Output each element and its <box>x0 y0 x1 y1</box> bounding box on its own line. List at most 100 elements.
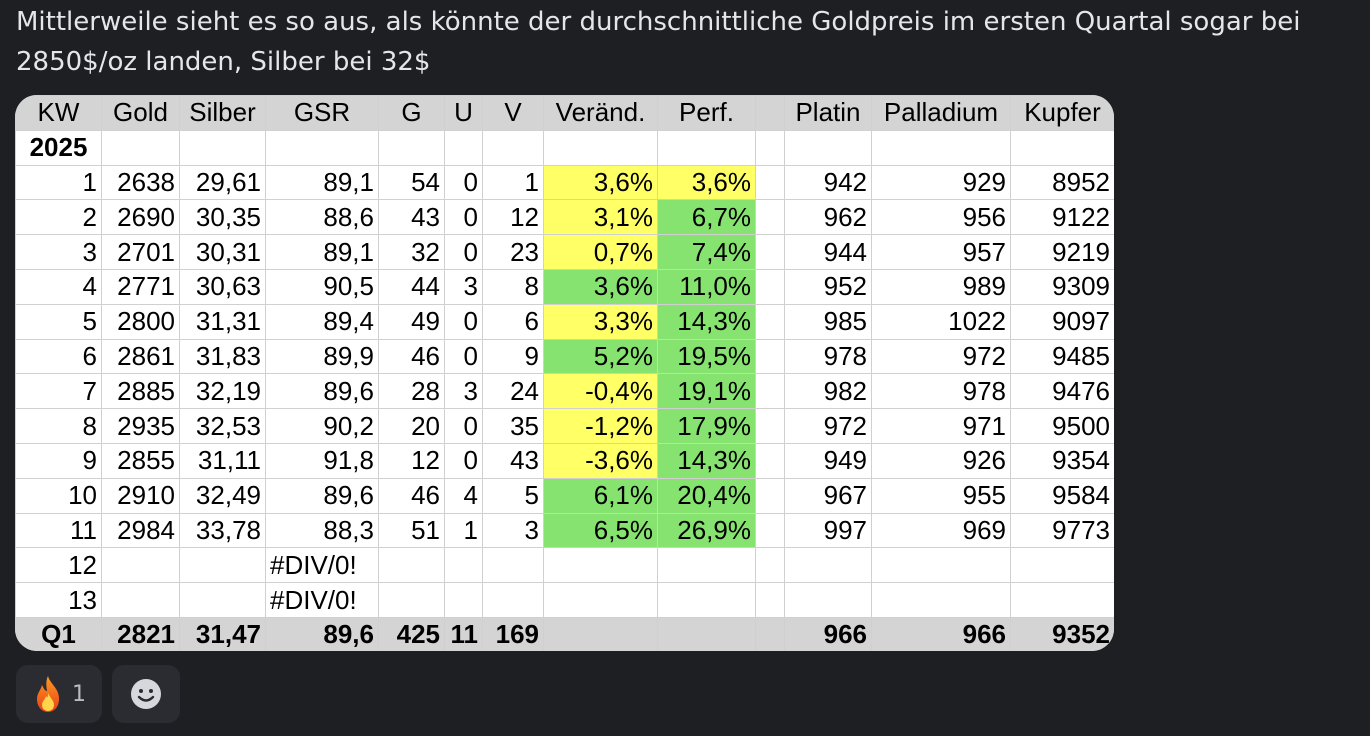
cell-u: 1 <box>444 512 483 549</box>
cell-v: 1 <box>482 164 544 201</box>
cell-gsr: 88,3 <box>265 512 379 549</box>
table-row: 6 2861 31,83 89,9 46 0 9 5,2% 19,5% 978 972 9485 <box>15 338 1114 375</box>
spacer-cell <box>755 303 785 340</box>
cell-perf <box>657 582 756 618</box>
cell-gold: 2984 <box>101 512 180 549</box>
cell-v: 5 <box>482 477 544 514</box>
table-row: 2 2690 30,35 88,6 43 0 12 3,1% 6,7% 962 956 9122 <box>15 199 1114 236</box>
cell-veraend <box>543 547 658 584</box>
cell-perf: 26,9% <box>657 512 756 549</box>
cell-silber: 30,31 <box>179 234 266 270</box>
cell-silber <box>179 547 266 584</box>
spreadsheet-image[interactable]: KW Gold Silber GSR G U V Veränd. Perf. P… <box>15 95 1114 651</box>
table-row: 1 2638 29,61 89,1 54 0 1 3,6% 3,6% 942 929 8952 <box>15 164 1114 201</box>
cell-palladium: 971 <box>871 408 1011 444</box>
cell-veraend: 6,5% <box>543 512 658 549</box>
cell-kupfer <box>1010 547 1114 584</box>
reactions-bar: 1 <box>16 665 180 723</box>
cell-v: 9 <box>482 338 544 375</box>
cell-g <box>378 547 445 584</box>
cell-gsr: 91,8 <box>265 442 379 479</box>
spacer-cell <box>755 547 785 584</box>
cell-palladium: 1022 <box>871 303 1011 340</box>
cell-gsr: 88,6 <box>265 199 379 236</box>
cell-kw: 10 <box>15 477 102 514</box>
fire-reaction-button[interactable]: 1 <box>16 665 102 723</box>
cell-gold: 2885 <box>101 373 180 410</box>
cell-g: 46 <box>378 477 445 514</box>
cell-v: 24 <box>482 373 544 410</box>
cell-veraend: -3,6% <box>543 442 658 479</box>
table-row: 3 2701 30,31 89,1 32 0 23 0,7% 7,4% 944 957 9219 <box>15 234 1114 270</box>
cell-perf: 7,4% <box>657 234 756 270</box>
cell-palladium: 972 <box>871 338 1011 375</box>
total-u: 11 <box>444 616 483 651</box>
total-platin: 966 <box>784 616 872 651</box>
table-row: 8 2935 32,53 90,2 20 0 35 -1,2% 17,9% 972 971 9500 <box>15 408 1114 444</box>
cell-silber: 31,83 <box>179 338 266 375</box>
cell-kw: 5 <box>15 303 102 340</box>
cell-platin: 962 <box>784 199 872 236</box>
spacer-cell <box>755 234 785 270</box>
cell-gsr: 89,1 <box>265 164 379 201</box>
cell-platin: 978 <box>784 338 872 375</box>
total-gsr: 89,6 <box>265 616 379 651</box>
cell-palladium <box>871 547 1011 584</box>
cell-gsr: #DIV/0! <box>265 547 379 584</box>
cell-g: 46 <box>378 338 445 375</box>
cell-v: 8 <box>482 268 544 305</box>
smile-icon <box>131 679 161 709</box>
cell-gold: 2910 <box>101 477 180 514</box>
header-cell: GSR <box>265 95 379 131</box>
cell-platin: 982 <box>784 373 872 410</box>
cell-gold: 2690 <box>101 199 180 236</box>
cell-g: 43 <box>378 199 445 236</box>
cell-palladium: 926 <box>871 442 1011 479</box>
spacer-cell <box>755 338 785 375</box>
spreadsheet-table: KW Gold Silber GSR G U V Veränd. Perf. P… <box>15 95 1114 651</box>
cell-platin: 952 <box>784 268 872 305</box>
cell-perf <box>657 547 756 584</box>
cell-kw: 6 <box>15 338 102 375</box>
add-reaction-button[interactable] <box>112 665 180 723</box>
cell-gsr: 89,6 <box>265 477 379 514</box>
header-row: KW Gold Silber GSR G U V Veränd. Perf. P… <box>15 95 1114 131</box>
cell-perf: 14,3% <box>657 442 756 479</box>
cell-v: 6 <box>482 303 544 340</box>
cell-silber: 30,35 <box>179 199 266 236</box>
cell-u: 0 <box>444 164 483 201</box>
cell-gsr: 90,5 <box>265 268 379 305</box>
cell-silber: 31,31 <box>179 303 266 340</box>
spacer-cell <box>755 442 785 479</box>
spacer-cell <box>755 616 785 651</box>
spacer-cell <box>755 512 785 549</box>
total-g: 425 <box>378 616 445 651</box>
cell-kw: 11 <box>15 512 102 549</box>
cell-gsr: 89,9 <box>265 338 379 375</box>
cell-silber: 32,19 <box>179 373 266 410</box>
cell-v: 3 <box>482 512 544 549</box>
cell-veraend <box>543 582 658 618</box>
cell-kupfer: 9122 <box>1010 199 1114 236</box>
cell-gsr: #DIV/0! <box>265 582 379 618</box>
cell-kupfer <box>1010 582 1114 618</box>
table-row: 12 #DIV/0! <box>15 547 1114 584</box>
year-row: 2025 <box>15 129 1114 166</box>
cell-g: 49 <box>378 303 445 340</box>
cell-gold: 2638 <box>101 164 180 201</box>
cell-gold: 2701 <box>101 234 180 270</box>
cell-u <box>444 582 483 618</box>
spacer-cell <box>755 408 785 444</box>
cell-silber: 33,78 <box>179 512 266 549</box>
cell-kupfer: 9584 <box>1010 477 1114 514</box>
cell-silber: 32,49 <box>179 477 266 514</box>
total-perf <box>657 616 756 651</box>
cell-silber: 29,61 <box>179 164 266 201</box>
cell-veraend: 3,6% <box>543 268 658 305</box>
table-row: 4 2771 30,63 90,5 44 3 8 3,6% 11,0% 952 989 9309 <box>15 268 1114 305</box>
cell-platin <box>784 582 872 618</box>
spacer-cell <box>755 477 785 514</box>
cell-veraend: 5,2% <box>543 338 658 375</box>
cell-kupfer: 9476 <box>1010 373 1114 410</box>
header-cell: KW <box>15 95 102 131</box>
